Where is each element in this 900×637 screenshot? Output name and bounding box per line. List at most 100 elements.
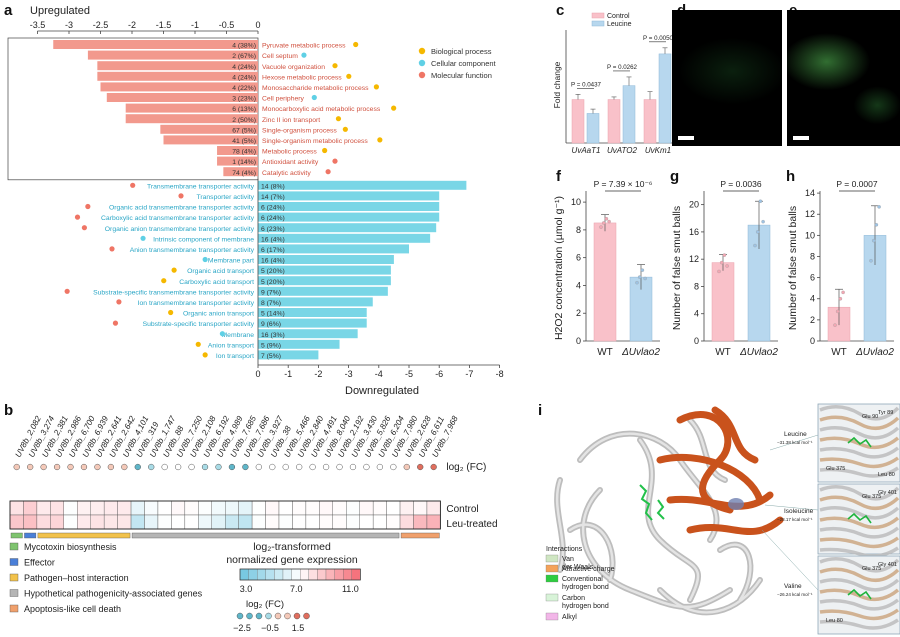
treated-cell [346, 514, 360, 530]
category-dot [301, 52, 307, 58]
smut-balls-chart-h: Number of false smut balls 0 2 4 6 8 10 12 14 WT Δ… [787, 179, 894, 358]
down-bar-count: 8 (7%) [261, 300, 281, 307]
down-term-label: Ion transport [216, 353, 254, 360]
up-term-label: Antioxidant activity [262, 159, 319, 166]
data-point [643, 276, 647, 281]
bar [586, 113, 600, 144]
down-bar-count: 6 (17%) [261, 247, 285, 254]
legend-label: Van [562, 556, 574, 563]
top-axis-title: Upregulated [30, 5, 90, 17]
protein-ribbon-orange [686, 516, 784, 536]
callout-energy: −26.24 kcal mol⁻¹ [777, 592, 813, 597]
callout-name: Leucine [784, 431, 807, 438]
data-point [869, 258, 873, 263]
callout-line [761, 529, 819, 591]
treated-cell [50, 514, 64, 530]
fc-dot [215, 463, 222, 471]
legend-label: Attractive charge [562, 566, 615, 573]
control-cell [372, 500, 387, 516]
down-bar-count: 9 (7%) [261, 289, 281, 296]
zoom-ribbon [819, 405, 900, 421]
down-bar-count: 16 (4%) [261, 258, 285, 265]
treated-cell [305, 514, 320, 530]
category-dot [202, 352, 208, 358]
down-bar-count: 5 (20%) [261, 279, 285, 286]
fc-scale-dot [255, 612, 263, 620]
legend-label: Conventional [562, 576, 603, 583]
protein-ribbon-grey-hl [555, 478, 565, 572]
control-cell [144, 500, 159, 516]
control-cell [63, 500, 78, 516]
fc-dot [53, 463, 61, 471]
h2o2-chart: H2O2 concentration (µmol g⁻¹) 0 2 4 6 8 10 WT ΔU… [553, 179, 660, 358]
y-tick-label: 12 [689, 254, 699, 264]
scale-cell [248, 568, 258, 581]
p-value: P = 0.0050 [643, 35, 674, 42]
category-label: Effector [24, 558, 55, 568]
fc-dot [309, 463, 316, 471]
data-point [835, 309, 840, 314]
treated-cell [238, 514, 253, 530]
down-bar-count: 5 (20%) [261, 268, 285, 275]
fc-scale-tick: 1.5 [292, 623, 305, 633]
y-tick-label: 8 [576, 225, 581, 235]
category-label: Pathogen–host interaction [24, 573, 129, 583]
up-term-label: Monosaccharide metabolic process [262, 85, 369, 92]
category-dot [377, 137, 383, 143]
control-cell [130, 500, 145, 516]
fc-dot [94, 463, 101, 471]
bottom-axis-tick-label: -4 [375, 369, 383, 379]
heatmap-frame [9, 500, 441, 530]
legend-label: Control [607, 13, 630, 20]
fc-dot [242, 463, 249, 471]
fc-dot [296, 463, 303, 471]
category-dot [342, 126, 348, 132]
fc-dot [134, 463, 141, 471]
y-tick-label: 8 [694, 281, 699, 291]
fc-dot [13, 463, 20, 471]
row-label-fc: log₂ (FC) [446, 462, 486, 473]
down-bar [258, 286, 388, 296]
down-bar [258, 350, 319, 360]
scale-cell [300, 568, 309, 581]
ligand-leucine [639, 484, 653, 521]
bottom-axis-tick-label: -2 [314, 369, 322, 379]
up-bar-count: 74 (4%) [232, 170, 256, 177]
fc-dot [363, 463, 370, 471]
row-label-treated: Leu-treated [446, 519, 497, 530]
y-tick-label: 6 [810, 273, 815, 283]
treated-cell [157, 514, 172, 530]
scale-bar [678, 136, 694, 140]
row-label-control: Control [446, 504, 478, 515]
up-term-label: Zinc II ion transport [262, 117, 320, 124]
category-dot [171, 267, 177, 273]
legend-swatch [545, 554, 559, 563]
down-term-label: Ion transmembrane transporter activity [138, 300, 255, 307]
category-dot [140, 235, 146, 241]
fc-dot [188, 463, 195, 471]
data-point [753, 243, 757, 248]
control-cell [224, 500, 239, 516]
data-point [841, 290, 845, 295]
category-dot [322, 147, 328, 154]
control-cell [265, 500, 280, 516]
zoom-ribbon [819, 578, 900, 592]
up-bar [87, 50, 259, 60]
legend-dot [418, 59, 426, 67]
scale-cell [308, 568, 318, 581]
zoom-ribbon [819, 567, 900, 583]
y-tick-label: 10 [571, 197, 581, 207]
down-bar [258, 202, 440, 211]
treated-cell [130, 514, 145, 530]
treated-cell [144, 514, 159, 530]
data-point [607, 219, 611, 224]
fc-dot [322, 463, 330, 471]
fc-scale-dot [293, 612, 301, 620]
up-bar-count: 4 (24%) [232, 74, 256, 81]
treated-cell [224, 514, 239, 530]
zoom-ribbon [819, 466, 899, 478]
up-bar [217, 146, 258, 155]
category-dot [195, 341, 201, 347]
control-cell [413, 500, 428, 516]
treated-cell [23, 514, 38, 530]
